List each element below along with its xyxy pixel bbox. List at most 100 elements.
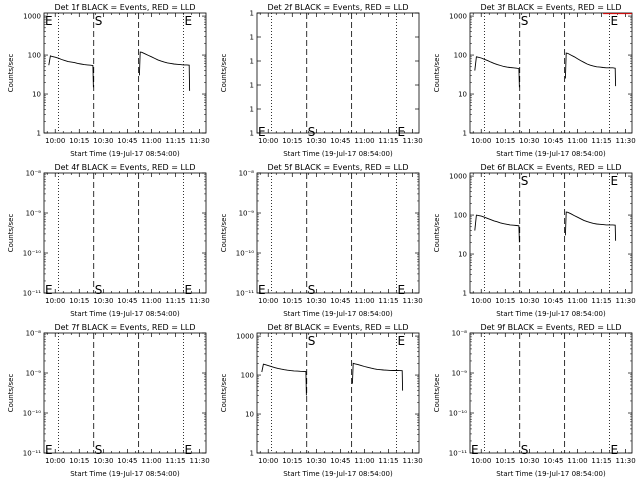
x-tick-label: 11:15	[165, 297, 185, 305]
start-marker: S	[95, 283, 103, 297]
x-tick-label: 10:00	[45, 297, 65, 305]
plot-frame	[256, 172, 420, 294]
y-tick-label: 10	[458, 251, 467, 259]
start-marker: S	[308, 125, 316, 139]
plot-frame	[469, 172, 633, 294]
x-tick-label: 11:00	[567, 297, 587, 305]
plot-frame	[43, 332, 207, 454]
events-series-line	[48, 55, 94, 88]
events-series-line	[474, 214, 520, 243]
chart-svg: Det 7f BLACK = Events, RED = LLD Start Ti…	[7, 323, 210, 478]
y-tick-label: 1000	[449, 173, 467, 181]
y-tick-label: 10⁻¹⁰	[449, 410, 467, 418]
y-tick-label: 10⁻¹¹	[23, 290, 41, 298]
y-tick-label: 1	[463, 130, 467, 138]
events-series-line	[564, 211, 617, 241]
y-tick-label: 100	[28, 52, 41, 60]
x-tick-label: 10:30	[93, 137, 113, 145]
x-tick-label: 11:30	[615, 297, 635, 305]
x-tick-label: 11:15	[165, 137, 185, 145]
x-tick-label: 10:15	[69, 297, 89, 305]
x-tick-label: 10:45	[543, 137, 563, 145]
y-axis-label: Counts/sec	[220, 214, 228, 253]
x-tick-label: 10:00	[471, 457, 491, 465]
plot-frame	[43, 172, 207, 294]
y-tick-label: 10⁻¹⁰	[23, 410, 41, 418]
x-tick-label: 10:30	[306, 137, 326, 145]
y-tick-label: 10⁻⁹	[239, 210, 255, 218]
x-tick-label: 11:15	[591, 297, 611, 305]
y-axis-label: Counts/sec	[7, 374, 15, 413]
y-tick-label: 10⁻⁹	[452, 370, 468, 378]
end-marker: E	[398, 334, 406, 348]
x-tick-label: 11:30	[402, 137, 422, 145]
x-tick-label: 11:30	[189, 297, 209, 305]
x-tick-label: 10:00	[471, 297, 491, 305]
x-tick-label: 11:30	[615, 137, 635, 145]
end-marker: E	[185, 443, 193, 457]
start-marker: S	[521, 14, 529, 28]
x-tick-label: 11:15	[378, 137, 398, 145]
x-tick-label: 11:15	[591, 457, 611, 465]
plot-frame	[469, 332, 633, 454]
y-tick-label: 1	[250, 57, 254, 65]
start-marker: S	[308, 283, 316, 297]
x-tick-label: 10:30	[519, 297, 539, 305]
chart-svg: Det 8f BLACK = Events, RED = LLD Start Ti…	[220, 323, 423, 478]
chart-title: Det 8f BLACK = Events, RED = LLD	[267, 323, 408, 332]
chart-svg: Det 6f BLACK = Events, RED = LLD Start Ti…	[433, 163, 636, 318]
y-axis-label: Counts/sec	[433, 374, 441, 413]
end-marker: E	[398, 283, 406, 297]
x-tick-label: 10:15	[282, 297, 302, 305]
end-marker: E	[258, 125, 266, 139]
x-tick-label: 11:00	[354, 297, 374, 305]
events-series-line	[564, 52, 617, 87]
chart-title: Det 7f BLACK = Events, RED = LLD	[54, 323, 195, 332]
x-axis-label: Start Time (19-Jul-17 08:54:00)	[283, 470, 393, 478]
x-tick-label: 11:00	[141, 137, 161, 145]
start-marker: S	[95, 443, 103, 457]
plot-frame	[43, 12, 207, 134]
x-tick-label: 10:45	[117, 457, 137, 465]
chart-svg: Det 2f BLACK = Events, RED = LLD Start Ti…	[220, 3, 423, 158]
detector-panel-4: Det 4f BLACK = Events, RED = LLD Start Ti…	[0, 160, 213, 320]
x-tick-label: 10:45	[543, 457, 563, 465]
end-marker: E	[185, 14, 193, 28]
x-tick-label: 10:30	[519, 457, 539, 465]
start-marker: S	[521, 174, 529, 188]
detector-panel-8: Det 8f BLACK = Events, RED = LLD Start Ti…	[213, 320, 426, 480]
end-marker: E	[471, 443, 479, 457]
y-tick-label: 1	[250, 130, 254, 138]
x-tick-label: 11:00	[567, 137, 587, 145]
x-tick-label: 10:15	[282, 137, 302, 145]
x-tick-label: 11:00	[567, 457, 587, 465]
chart-svg: Det 3f BLACK = Events, RED = LLD Start Ti…	[433, 3, 636, 158]
y-tick-label: 10⁻⁸	[26, 170, 42, 178]
x-tick-label: 10:45	[543, 297, 563, 305]
x-tick-label: 10:45	[330, 457, 350, 465]
y-tick-label: 1	[250, 10, 254, 18]
x-tick-label: 11:30	[402, 457, 422, 465]
chart-title: Det 2f BLACK = Events, RED = LLD	[267, 3, 408, 12]
x-tick-label: 10:15	[69, 457, 89, 465]
x-tick-label: 10:15	[495, 297, 515, 305]
y-tick-label: 10⁻⁸	[452, 330, 468, 338]
chart-title: Det 6f BLACK = Events, RED = LLD	[480, 163, 621, 172]
detector-panel-1: Det 1f BLACK = Events, RED = LLD Start Ti…	[0, 0, 213, 160]
y-tick-label: 1	[250, 450, 254, 458]
y-tick-label: 1	[463, 290, 467, 298]
y-tick-label: 10	[245, 411, 254, 419]
x-tick-label: 10:00	[258, 297, 278, 305]
x-tick-label: 11:30	[402, 297, 422, 305]
y-tick-label: 10	[458, 91, 467, 99]
y-tick-label: 10⁻⁸	[26, 330, 42, 338]
chart-title: Det 5f BLACK = Events, RED = LLD	[267, 163, 408, 172]
x-tick-label: 10:15	[495, 137, 515, 145]
x-tick-label: 10:30	[93, 297, 113, 305]
x-tick-label: 11:00	[354, 137, 374, 145]
x-tick-label: 11:15	[378, 457, 398, 465]
y-tick-label: 10⁻¹¹	[449, 450, 467, 458]
x-tick-label: 10:30	[306, 457, 326, 465]
chart-title: Det 1f BLACK = Events, RED = LLD	[54, 3, 195, 12]
